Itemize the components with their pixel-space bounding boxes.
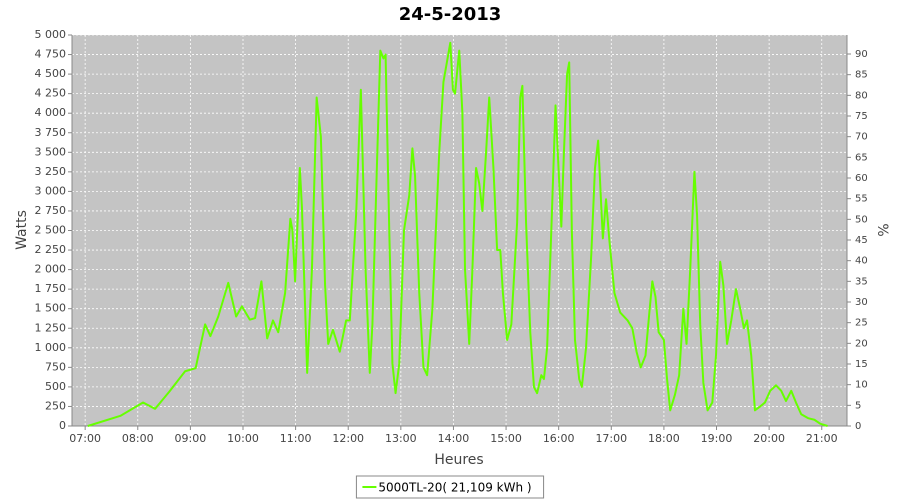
y2-tick-label: 55 — [855, 194, 868, 205]
x-tick-label: 08:00 — [122, 432, 154, 445]
x-tick-label: 19:00 — [701, 432, 733, 445]
legend-label: 5000TL-20( 21,109 kWh ) — [378, 481, 531, 495]
y-tick-label: 250 — [45, 399, 66, 412]
y2-tick-label: 65 — [855, 152, 868, 163]
x-tick-label: 09:00 — [175, 432, 207, 445]
y-tick-label: 2 250 — [35, 243, 67, 256]
x-tick-label: 07:00 — [69, 432, 101, 445]
x-tick-label: 18:00 — [648, 432, 680, 445]
y-axis-title: Watts — [14, 210, 30, 250]
x-axis-title: Heures — [434, 452, 483, 468]
x-tick-label: 14:00 — [438, 432, 470, 445]
y2-tick-label: 80 — [855, 90, 868, 101]
y2-tick-label: 15 — [855, 359, 868, 370]
y-tick-label: 1 000 — [35, 341, 67, 354]
y-tick-label: 3 000 — [35, 184, 67, 197]
y2-tick-label: 10 — [855, 380, 868, 391]
marks — [87, 41, 828, 427]
y-tick-label: 4 250 — [35, 87, 67, 100]
x-tick-label: 11:00 — [280, 432, 312, 445]
y-tick-label: 1 750 — [35, 282, 67, 295]
x-tick-label: 15:00 — [490, 432, 522, 445]
y-tick-label: 2 500 — [35, 224, 67, 237]
y-tick-label: 3 750 — [35, 126, 67, 139]
x-tick-label: 20:00 — [753, 432, 785, 445]
y2-tick-label: 85 — [855, 70, 868, 81]
chart-title: 24-5-2013 — [399, 4, 502, 25]
y-tick-label: 4 750 — [35, 48, 67, 61]
y-tick-label: 5 000 — [35, 28, 67, 41]
y2-tick-label: 70 — [855, 132, 868, 143]
legend: 5000TL-20( 21,109 kWh ) — [355, 475, 545, 499]
y-tick-label: 750 — [45, 360, 66, 373]
y2-tick-label: 20 — [855, 338, 868, 349]
y-tick-label: 2 750 — [35, 204, 67, 217]
y-tick-label: 500 — [45, 380, 66, 393]
y2-tick-label: 5 — [855, 400, 861, 411]
y2-tick-label: 75 — [855, 111, 868, 122]
y-tick-label: 3 250 — [35, 165, 67, 178]
y2-tick-label: 50 — [855, 214, 868, 225]
x-tick-label: 16:00 — [543, 432, 575, 445]
y-tick-label: 4 000 — [35, 106, 67, 119]
x-tick-label: 21:00 — [806, 432, 838, 445]
y2-tick-label: 25 — [855, 318, 868, 329]
y-tick-label: 4 500 — [35, 67, 67, 80]
x-tick-label: 12:00 — [332, 432, 364, 445]
y2-tick-label: 40 — [855, 256, 868, 267]
y2-tick-label: 45 — [855, 235, 868, 246]
y2-tick-label: 0 — [855, 421, 861, 432]
x-tick-label: 17:00 — [595, 432, 627, 445]
y2-axis-title: % — [874, 223, 890, 236]
y2-tick-label: 35 — [855, 276, 868, 287]
legend-box — [355, 475, 545, 499]
y2-tick-label: 60 — [855, 173, 868, 184]
y-tick-label: 3 500 — [35, 145, 67, 158]
y2-tick-label: 30 — [855, 297, 868, 308]
x-tick-label: 10:00 — [227, 432, 259, 445]
y-tick-label: 2 000 — [35, 263, 67, 276]
series-line — [87, 41, 828, 427]
y-tick-label: 1 250 — [35, 321, 67, 334]
x-tick-label: 13:00 — [385, 432, 417, 445]
y-tick-label: 1 500 — [35, 302, 67, 315]
y2-tick-label: 90 — [855, 49, 868, 60]
y-tick-label: 0 — [59, 419, 66, 432]
